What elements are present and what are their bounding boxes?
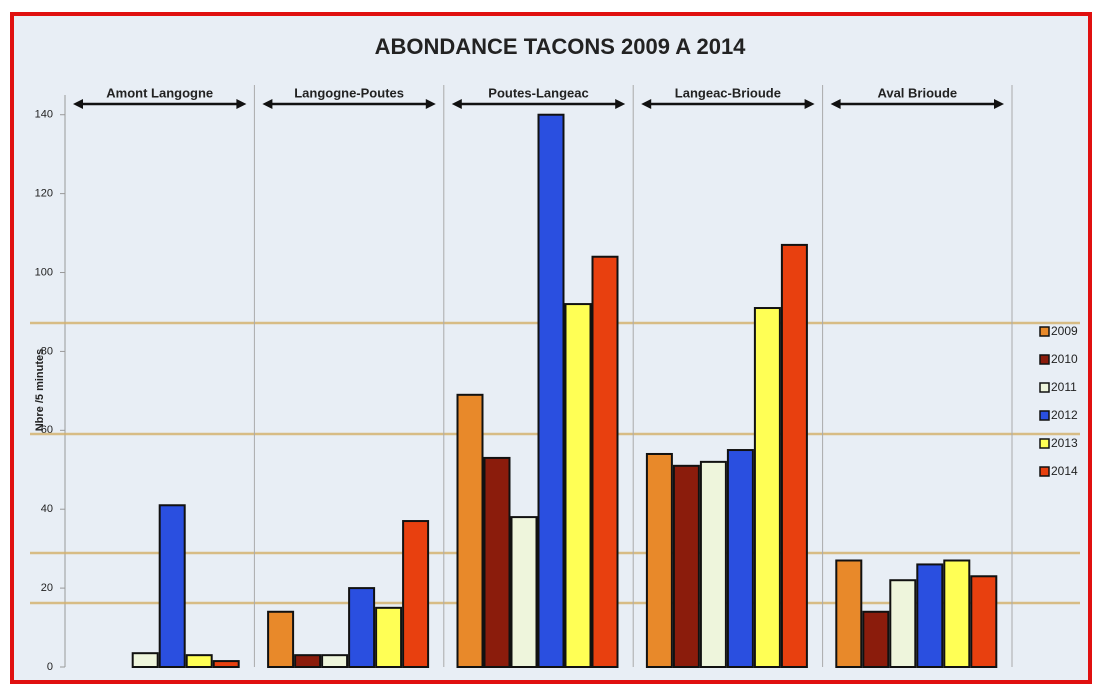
group-label-bg <box>653 86 803 100</box>
y-tick-label: 140 <box>35 109 53 121</box>
legend-swatch <box>1039 354 1050 365</box>
bar <box>321 654 349 669</box>
bar <box>537 113 565 669</box>
bar <box>889 579 917 669</box>
legend-label: 2009 <box>1051 324 1078 338</box>
bar <box>185 654 213 669</box>
legend-swatch <box>1039 326 1050 337</box>
legend-swatch <box>1039 438 1050 449</box>
legend-label: 2013 <box>1051 436 1078 450</box>
bar <box>510 516 538 668</box>
legend-label: 2014 <box>1051 464 1078 478</box>
y-tick-label: 100 <box>35 266 53 278</box>
bar <box>267 610 295 668</box>
bar <box>158 504 186 668</box>
y-tick-label: 40 <box>41 503 53 515</box>
y-axis-label: Nbre /5 minutes <box>34 349 46 432</box>
bar <box>916 563 944 669</box>
group-label-bg <box>463 86 614 100</box>
group-label: Langeac-Brioude <box>675 85 781 100</box>
bar <box>862 610 890 668</box>
legend-label: 2010 <box>1051 352 1078 366</box>
chart-title: ABONDANCE TACONS 2009 A 2014 <box>375 34 747 59</box>
legend-swatch <box>1039 466 1050 477</box>
bar <box>645 452 673 668</box>
legend-swatch <box>1039 382 1050 393</box>
bar <box>943 559 971 669</box>
y-tick-label: 120 <box>35 188 53 200</box>
bar <box>672 464 700 668</box>
bar <box>699 460 727 668</box>
bar <box>780 243 808 668</box>
y-tick-label: 80 <box>41 345 53 357</box>
bar <box>835 559 863 669</box>
bar <box>402 520 430 668</box>
group-label: Poutes-Langeac <box>488 85 588 100</box>
bar <box>348 587 376 669</box>
bar <box>375 606 403 668</box>
legend-label: 2011 <box>1051 380 1077 394</box>
bar <box>591 255 619 668</box>
bar <box>294 654 322 669</box>
bar <box>726 449 754 668</box>
bar <box>131 652 159 669</box>
group-label-bg <box>842 86 992 100</box>
group-label: Aval Brioude <box>877 85 957 100</box>
bar <box>753 307 781 668</box>
bar <box>970 575 998 669</box>
group-label-bg <box>274 86 424 100</box>
group-label: Amont Langogne <box>106 85 213 100</box>
y-tick-label: 0 <box>47 661 53 673</box>
bar <box>564 303 592 668</box>
legend-swatch <box>1039 410 1050 421</box>
legend-label: 2012 <box>1051 408 1078 422</box>
bar <box>456 393 484 668</box>
bar <box>212 660 240 669</box>
group-label-bg <box>85 86 235 100</box>
bar <box>483 456 511 668</box>
y-tick-label: 20 <box>41 582 53 594</box>
group-label: Langogne-Poutes <box>294 85 404 100</box>
